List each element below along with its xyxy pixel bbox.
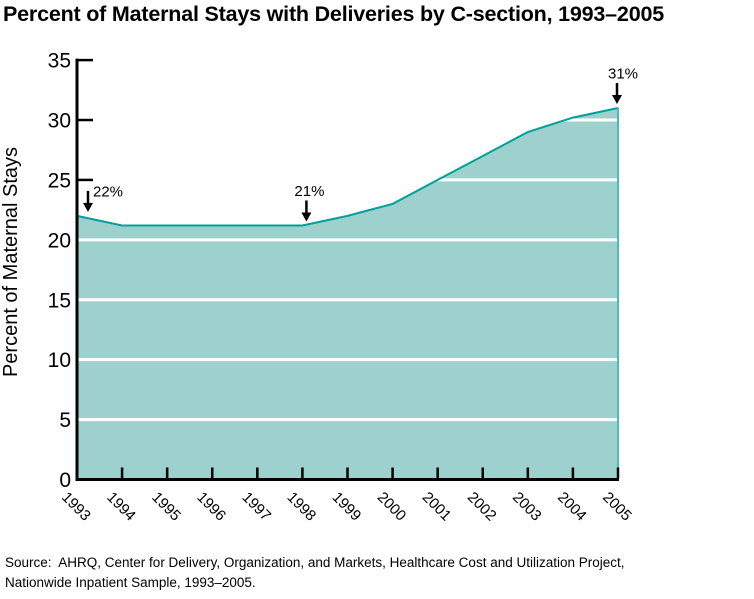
y-tick-label: 25 xyxy=(48,169,71,192)
y-tick-label: 10 xyxy=(48,349,71,372)
x-tick-label: 1999 xyxy=(329,489,365,525)
annotation: 21% xyxy=(294,183,324,222)
x-tick-label: 2005 xyxy=(599,489,635,525)
trend-line xyxy=(76,107,619,227)
x-tick-label: 1997 xyxy=(239,489,275,525)
y-tick-label: 15 xyxy=(48,289,71,312)
y-tick-label: 0 xyxy=(59,469,71,492)
y-tick-label: 20 xyxy=(48,229,71,252)
annotation: 31% xyxy=(608,66,638,105)
source-line-2: Nationwide Inpatient Sample, 1993–2005. xyxy=(5,575,256,590)
x-tick-label: 1994 xyxy=(103,489,139,525)
area-chart: 0 5 10 15 20 25 30 35 1993 1994 1995 1996 1997 1998 19… xyxy=(0,50,638,525)
x-tick-label: 1998 xyxy=(284,489,320,525)
source-note: Source: AHRQ, Center for Delivery, Organ… xyxy=(5,553,625,593)
annotation-label: 22% xyxy=(93,183,123,200)
x-tick-label: 2002 xyxy=(464,489,500,525)
x-tick-label: 2001 xyxy=(419,489,455,525)
annotation-arrowhead xyxy=(612,95,622,105)
annotation-arrowhead xyxy=(83,202,93,212)
gridlines xyxy=(77,118,618,422)
y-tick-label: 35 xyxy=(48,50,71,73)
y-tick-label: 30 xyxy=(48,110,71,133)
x-tick-label: 1993 xyxy=(58,489,94,525)
source-line-1: Source: AHRQ, Center for Delivery, Organ… xyxy=(5,555,625,570)
x-tick-label: 2003 xyxy=(509,489,545,525)
x-tick-label: 2004 xyxy=(554,489,590,525)
annotation-label: 31% xyxy=(608,66,638,83)
x-tick-label: 1995 xyxy=(148,489,184,525)
area-fill xyxy=(77,108,618,481)
x-tick-label: 1996 xyxy=(193,489,229,525)
y-tick-label: 5 xyxy=(59,409,71,432)
annotation-arrowhead xyxy=(301,212,312,222)
annotation: 22% xyxy=(83,183,123,212)
chart-title: Percent of Maternal Stays with Deliverie… xyxy=(3,2,664,26)
y-axis-title: Percent of Maternal Stays xyxy=(0,147,22,377)
annotation-label: 21% xyxy=(294,183,324,200)
x-tick-label: 2000 xyxy=(374,489,410,525)
